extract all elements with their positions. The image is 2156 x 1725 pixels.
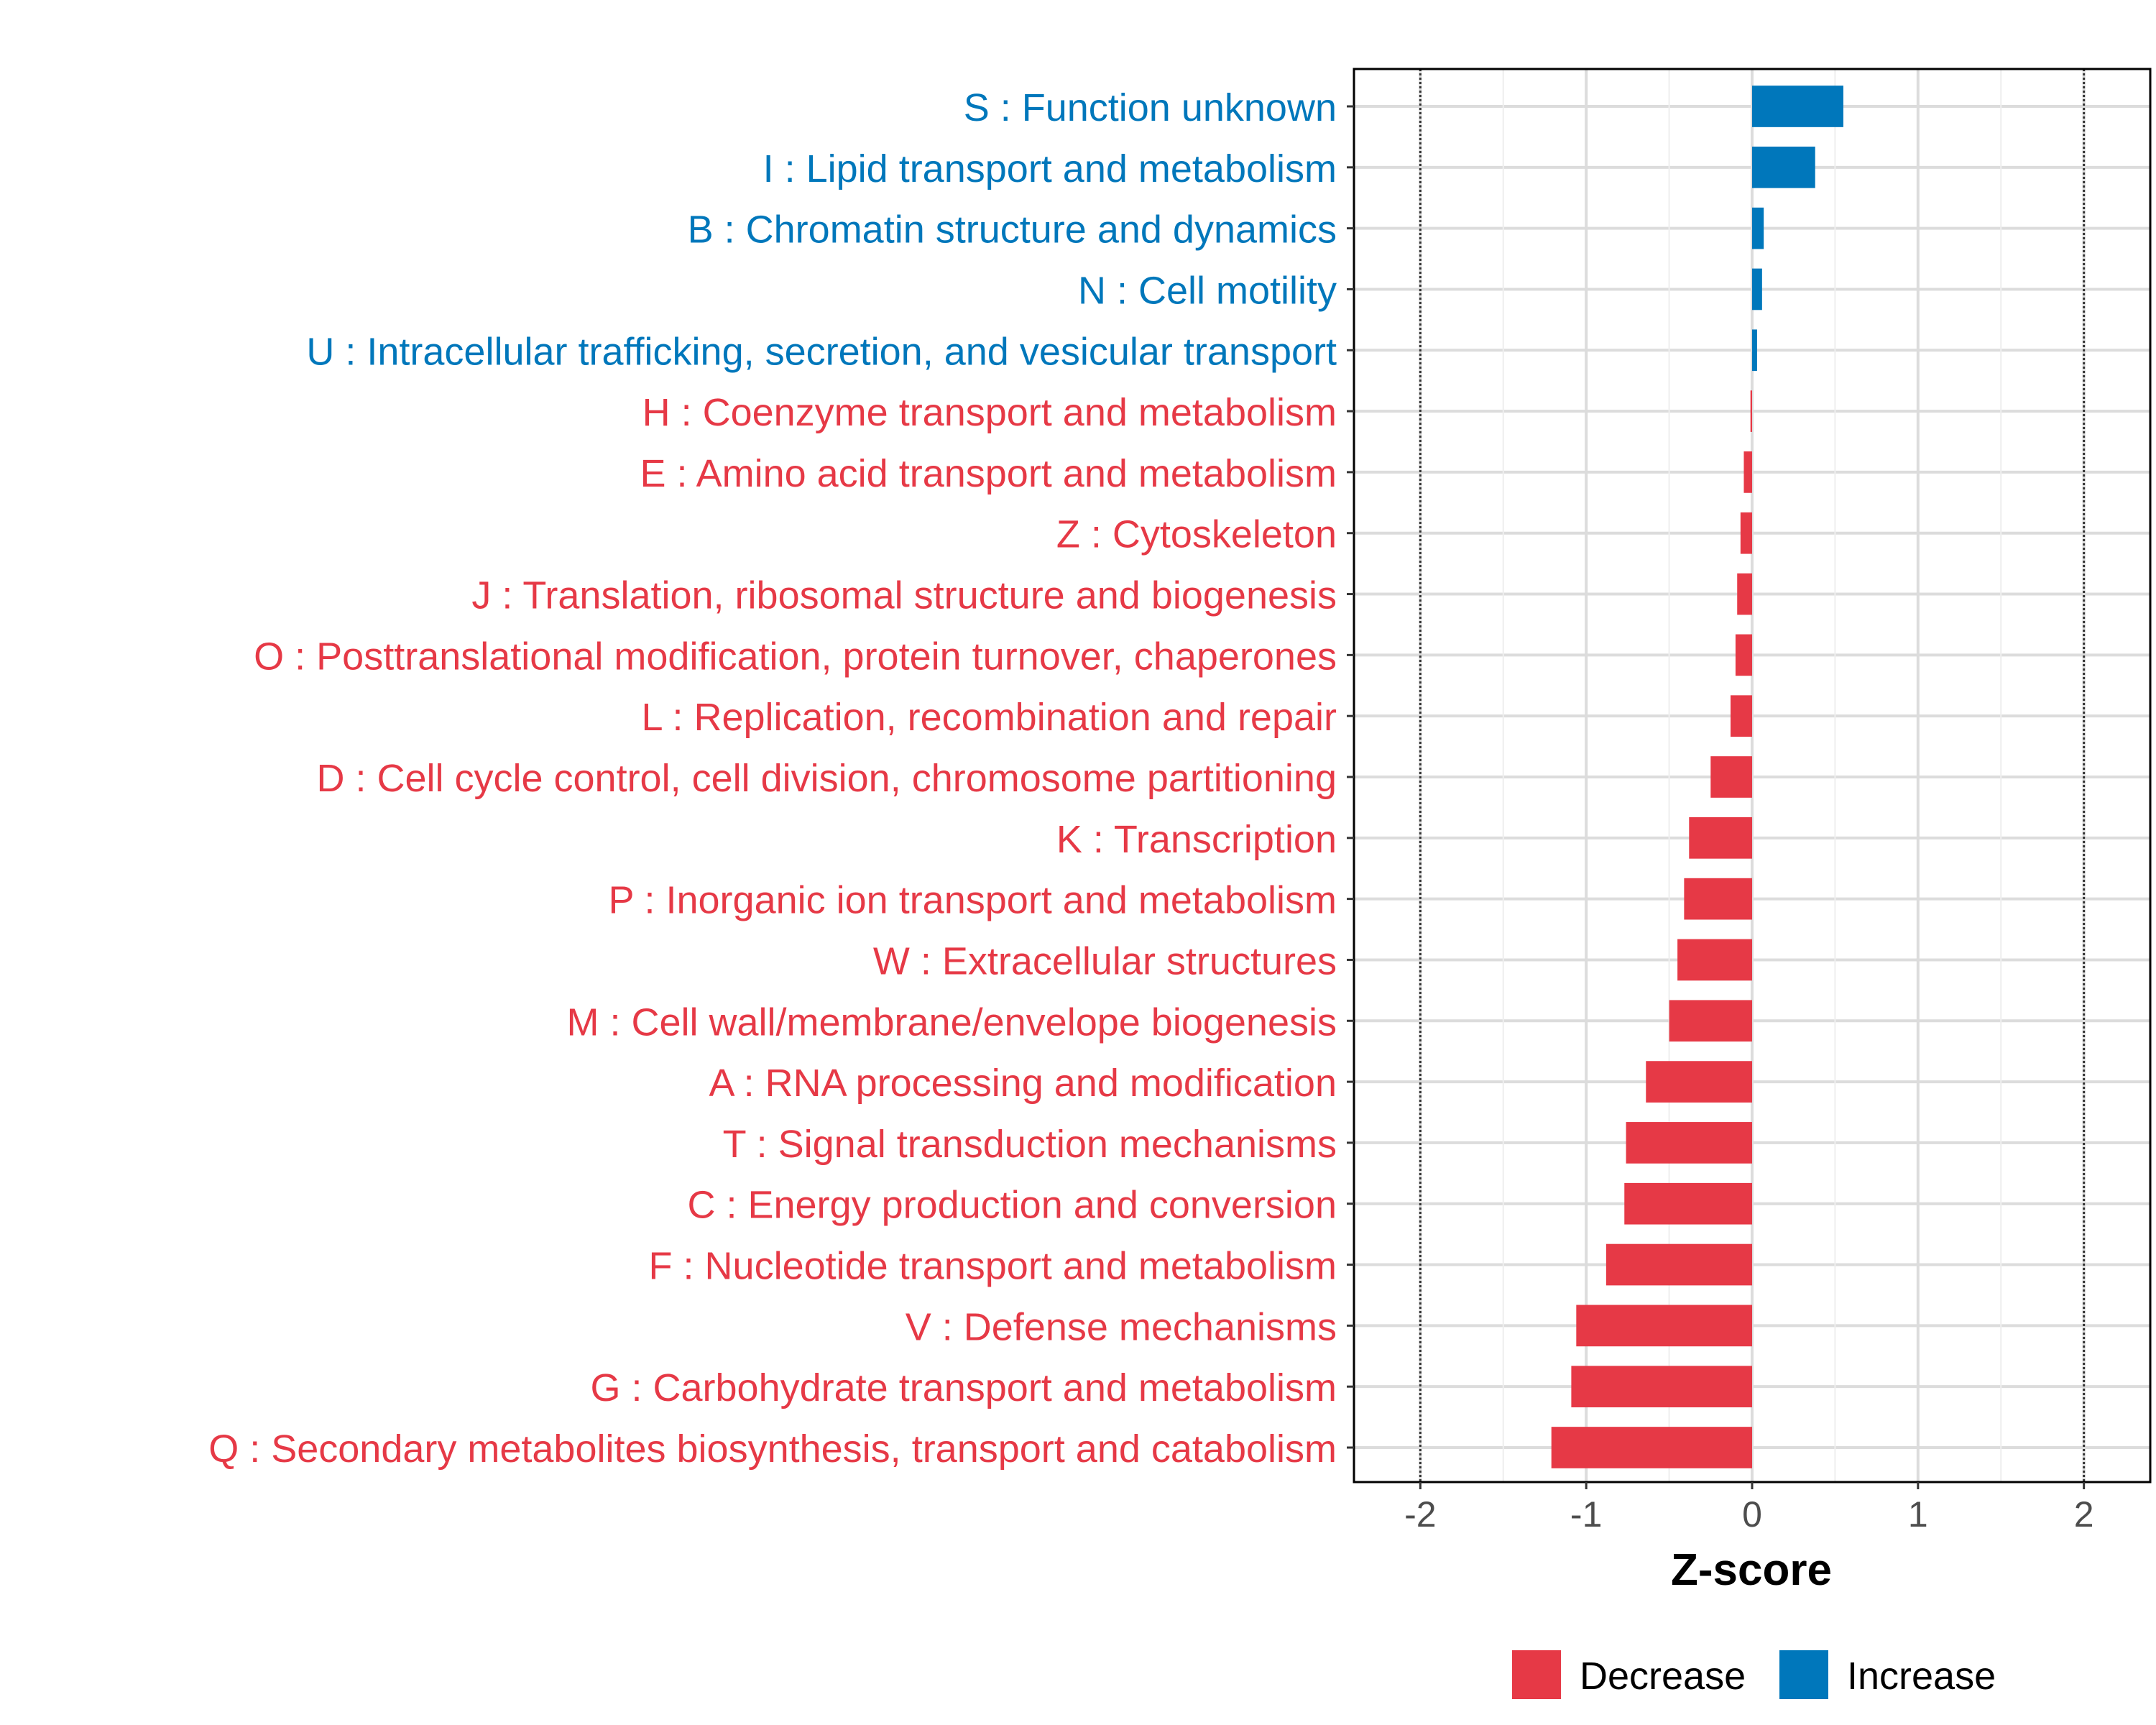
bar [1689,816,1752,859]
category-label: C : Energy production and conversion [687,1184,1337,1227]
y-tick-layer: S : Function unknown I : Lipid transport … [208,86,1354,1471]
legend-swatch [1512,1650,1561,1699]
category-label: U : Intracellular trafficking, secretion… [306,330,1337,373]
category-label: F : Nucleotide transport and metabolism [649,1245,1337,1288]
bar [1752,329,1757,372]
bar [1624,1182,1752,1225]
bar [1730,695,1752,737]
category-label: G : Carbohydrate transport and metabolis… [591,1366,1337,1409]
bar [1752,268,1762,310]
category-label: T : Signal transduction mechanisms [723,1123,1337,1166]
x-tick-label: -1 [1570,1494,1602,1535]
category-label: L : Replication, recombination and repai… [641,696,1337,739]
x-tick-label: 1 [1908,1494,1928,1535]
x-tick-layer: -2 -1 0 1 2 [1404,1482,2094,1535]
bar [1735,634,1752,676]
bar [1737,573,1752,615]
category-label: K : Transcription [1056,818,1337,861]
bar [1626,1122,1752,1164]
category-label: S : Function unknown [964,86,1337,129]
legend-label: Increase [1847,1655,1996,1698]
bar [1677,939,1752,981]
category-label: I : Lipid transport and metabolism [763,147,1337,190]
bar [1752,207,1764,249]
x-tick-label: 0 [1742,1494,1762,1535]
category-label: P : Inorganic ion transport and metaboli… [608,879,1337,922]
bar [1646,1061,1752,1103]
category-label: D : Cell cycle control, cell division, c… [316,757,1337,800]
bar [1571,1366,1752,1408]
x-tick-label: 2 [2074,1494,2094,1535]
legend-swatch [1779,1650,1828,1699]
legend: Decrease Increase [1512,1650,1996,1699]
category-label: B : Chromatin structure and dynamics [688,208,1337,252]
category-label: E : Amino acid transport and metabolism [640,452,1337,495]
bar [1752,146,1815,188]
bar [1752,86,1843,127]
legend-label: Decrease [1580,1655,1746,1698]
bar [1750,390,1752,432]
category-label: W : Extracellular structures [873,939,1337,983]
x-tick-label: -2 [1404,1494,1436,1535]
category-label: Z : Cytoskeleton [1056,513,1337,556]
category-label: V : Defense mechanisms [906,1305,1337,1348]
bar [1551,1427,1752,1468]
category-label: O : Posttranslational modification, prot… [254,635,1337,678]
x-axis-title: Z-score [1671,1545,1832,1595]
bar [1710,756,1752,798]
bar [1576,1305,1752,1347]
category-label: J : Translation, ribosomal structure and… [471,574,1337,617]
category-label: H : Coenzyme transport and metabolism [642,391,1337,434]
bar [1743,451,1752,493]
category-label: A : RNA processing and modification [709,1062,1337,1105]
category-label: Q : Secondary metabolites biosynthesis, … [208,1427,1337,1471]
category-label: M : Cell wall/membrane/envelope biogenes… [566,1000,1337,1044]
bar [1669,1000,1752,1042]
category-label: N : Cell motility [1078,269,1337,312]
bar [1606,1243,1752,1286]
bar-layer [1551,86,1843,1468]
bar [1740,512,1752,554]
bar [1684,878,1752,920]
